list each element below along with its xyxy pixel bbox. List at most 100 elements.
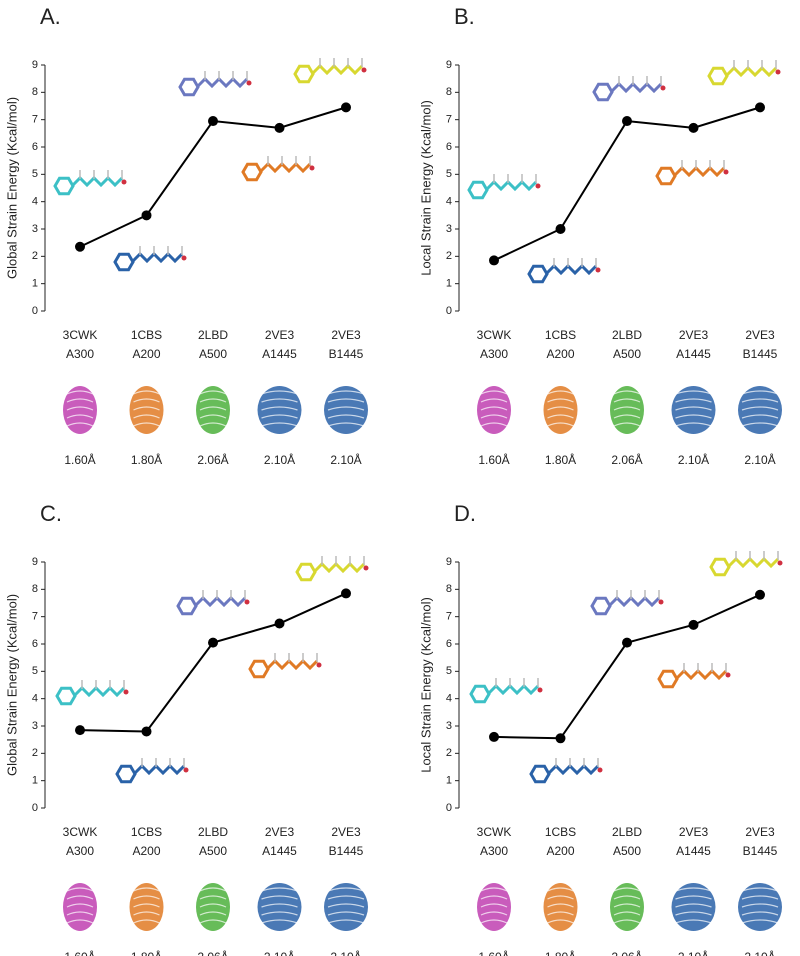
protein-strand [613, 398, 641, 403]
protein-strand [261, 895, 298, 900]
resolution-label: 2.06Å [197, 452, 228, 467]
resolution-label: 1.60Å [478, 949, 509, 956]
protein-body [671, 883, 716, 931]
y-tick-label: 4 [446, 693, 452, 705]
molecule-end [535, 183, 541, 189]
protein-body [610, 386, 644, 434]
chain-label: B1445 [743, 844, 778, 858]
x-tick-label: 2LBD [198, 328, 228, 342]
data-point [274, 122, 285, 133]
data-line [79, 106, 347, 248]
y-tick-label: 6 [32, 638, 38, 650]
resolution-label: 2.10Å [330, 949, 361, 956]
protein-strand [261, 390, 298, 395]
data-point [75, 241, 85, 252]
protein-strand [480, 414, 508, 419]
protein-body [63, 883, 97, 931]
molecule-ring [293, 64, 315, 84]
chain-label: A300 [480, 844, 508, 858]
molecule-end [363, 565, 369, 571]
protein-strand [480, 911, 508, 916]
protein-strand [66, 390, 94, 395]
y-tick-label: 5 [32, 168, 38, 180]
molecule-end [121, 179, 127, 185]
protein-strand [613, 887, 641, 892]
resolution-label: 1.60Å [64, 949, 95, 956]
protein-strand [675, 414, 712, 419]
molecule-end [361, 67, 367, 73]
data-point [688, 619, 699, 630]
y-tick-label: 0 [32, 305, 38, 317]
molecule-end [723, 169, 729, 175]
protein-strand [66, 398, 94, 403]
molecule-ring [241, 162, 263, 182]
x-tick-label: 2VE3 [679, 825, 709, 839]
protein-body [543, 386, 578, 434]
x-tick-label: 2VE3 [745, 825, 775, 839]
resolution-label: 2.10Å [744, 452, 775, 467]
chain-label: A500 [613, 844, 641, 858]
protein-strand [133, 406, 160, 411]
protein-strand [480, 887, 508, 892]
chain-label: A1445 [676, 347, 711, 361]
protein-strand [613, 919, 641, 924]
protein-strand [675, 406, 712, 411]
data-point [274, 618, 285, 629]
y-tick-label: 1 [446, 775, 452, 787]
molecule-chain [727, 556, 780, 569]
chain-label: A200 [132, 347, 160, 361]
protein-strand [613, 390, 641, 395]
chain-label: A1445 [676, 844, 711, 858]
protein-strand [199, 414, 227, 419]
molecule-ring [707, 66, 729, 86]
resolution-label: 2.10Å [744, 949, 775, 956]
protein-strand [66, 414, 94, 419]
protein-strand [480, 895, 508, 900]
protein-strand [261, 398, 298, 403]
molecule-chain [259, 161, 312, 174]
resolution-label: 2.10Å [678, 452, 709, 467]
protein-strand [66, 422, 94, 427]
chain-label: A300 [480, 347, 508, 361]
y-tick-label: 3 [446, 223, 452, 235]
x-tick-label: 3CWK [477, 328, 512, 342]
panel-label: A. [40, 4, 61, 29]
x-tick-label: 2VE3 [265, 328, 295, 342]
chain-label: A500 [199, 347, 227, 361]
protein-body [196, 386, 230, 434]
y-tick-label: 6 [446, 638, 452, 650]
y-tick-label: 1 [32, 278, 38, 290]
y-tick-label: 4 [32, 693, 38, 705]
data-point [755, 589, 765, 600]
molecule-ring [590, 596, 612, 616]
resolution-label: 1.80Å [131, 949, 162, 956]
protein-strand [741, 887, 779, 892]
molecule-chain [313, 561, 366, 574]
molecule-chain [196, 76, 249, 89]
chain-label: A500 [199, 844, 227, 858]
protein-strand [133, 887, 160, 892]
y-tick-label: 7 [446, 611, 452, 623]
data-point [208, 116, 218, 127]
data-point [555, 224, 566, 234]
chart-panel: D. Local Strain Energy (Kcal/mol) 0 1 2 3 4 5 6 7… [418, 501, 783, 956]
protein-strand [199, 887, 227, 892]
molecule-end [595, 267, 601, 273]
chain-label: A300 [66, 347, 94, 361]
chain-label: A300 [66, 844, 94, 858]
data-point [208, 637, 218, 648]
panel-label: B. [454, 4, 475, 29]
y-tick-label: 9 [32, 59, 38, 71]
chain-label: A200 [546, 844, 574, 858]
protein-body [610, 883, 644, 931]
data-point [341, 588, 351, 599]
y-tick-label: 6 [446, 141, 452, 153]
protein-strand [480, 398, 508, 403]
resolution-label: 2.10Å [264, 452, 295, 467]
molecule-ring [55, 686, 77, 706]
molecule-end [309, 165, 315, 171]
protein-strand [675, 895, 712, 900]
molecule-chain [673, 165, 726, 178]
molecule-chain [131, 251, 184, 264]
data-point [688, 122, 699, 133]
